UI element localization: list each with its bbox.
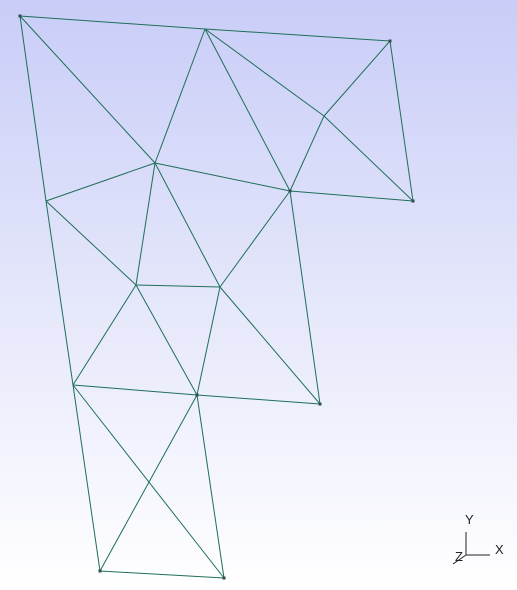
axis-triad: Y X Z bbox=[448, 508, 513, 568]
x-axis-label: X bbox=[495, 542, 504, 557]
mesh-edge bbox=[154, 28, 206, 164]
mesh-edge bbox=[72, 384, 225, 579]
mesh-edge bbox=[72, 284, 137, 386]
mesh-edge bbox=[45, 200, 74, 386]
z-axis-line bbox=[452, 554, 467, 565]
mesh-edge bbox=[135, 162, 156, 286]
mesh-edge bbox=[204, 28, 391, 42]
mesh-edge bbox=[389, 40, 414, 202]
mesh-edge bbox=[323, 40, 391, 117]
mesh-node bbox=[222, 576, 226, 580]
mesh-edge bbox=[135, 284, 221, 288]
mesh-edge bbox=[72, 384, 198, 396]
mesh-node bbox=[195, 393, 199, 397]
mesh-node bbox=[411, 199, 415, 203]
mesh-edges bbox=[19, 15, 414, 579]
mesh-node bbox=[288, 189, 292, 193]
mesh-edge bbox=[99, 394, 198, 572]
mesh-edge bbox=[72, 384, 101, 572]
mesh-edge bbox=[19, 15, 206, 30]
mesh-nodes bbox=[18, 14, 415, 580]
mesh-edge bbox=[19, 15, 47, 202]
mesh-node bbox=[18, 14, 22, 18]
mesh-edge bbox=[196, 394, 321, 405]
mesh-edge bbox=[135, 284, 198, 396]
y-axis-label: Y bbox=[465, 512, 474, 527]
mesh-edge bbox=[289, 190, 414, 202]
mesh-node bbox=[98, 569, 102, 573]
mesh-edge bbox=[154, 162, 221, 288]
z-axis-label: Z bbox=[455, 549, 463, 564]
mesh-edge bbox=[219, 286, 321, 405]
mesh-edge bbox=[154, 162, 291, 192]
mesh-edge bbox=[289, 190, 321, 405]
mesh-edge bbox=[45, 200, 137, 286]
mesh-edge bbox=[99, 570, 225, 579]
mesh-edge bbox=[19, 15, 156, 164]
mesh-edge bbox=[45, 162, 156, 202]
mesh-edge bbox=[196, 394, 225, 579]
mesh-edge bbox=[204, 28, 291, 192]
mesh-edge bbox=[196, 286, 221, 396]
mesh-node bbox=[388, 39, 392, 43]
mesh-edge bbox=[289, 115, 325, 192]
mesh-edge bbox=[323, 115, 414, 202]
mesh-edge bbox=[204, 28, 325, 117]
mesh-edge bbox=[219, 190, 291, 288]
mesh-node bbox=[318, 402, 322, 406]
